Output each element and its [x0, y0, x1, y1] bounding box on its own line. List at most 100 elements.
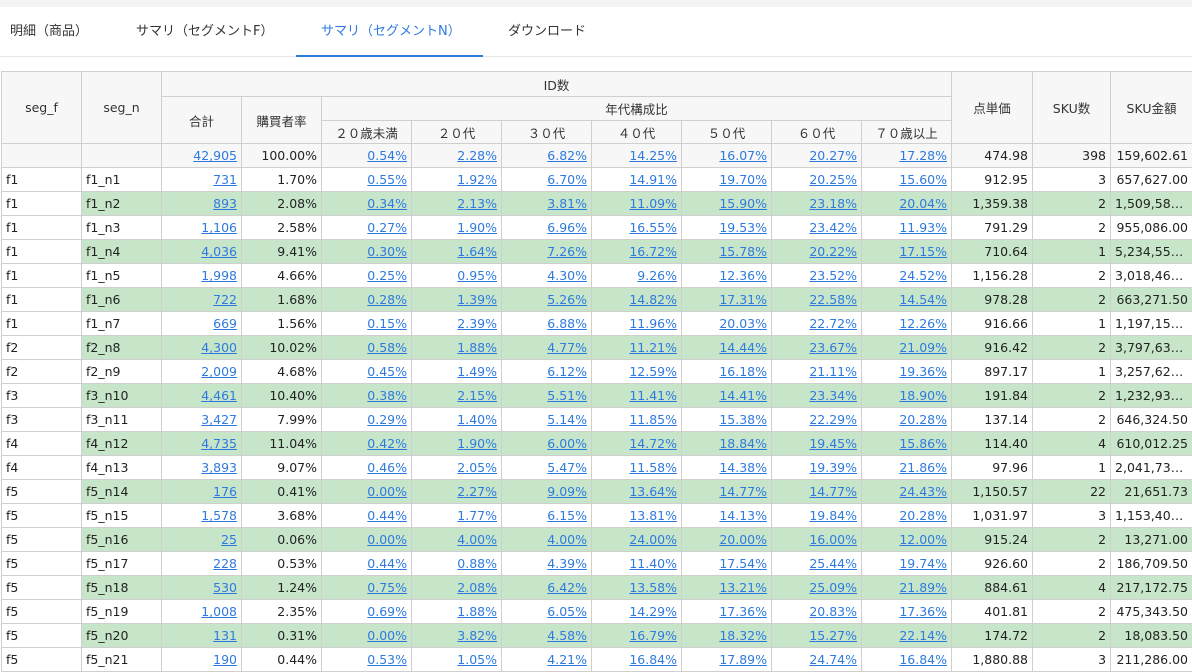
cell-age-4-link[interactable]: 17.89%	[719, 652, 767, 667]
cell-age-5-link[interactable]: 20.83%	[809, 604, 857, 619]
cell-age-2-link[interactable]: 6.12%	[547, 364, 587, 379]
cell-age-4-link[interactable]: 16.18%	[719, 364, 767, 379]
cell-age-4-link[interactable]: 16.07%	[719, 148, 767, 163]
cell-total-link[interactable]: 3,427	[201, 412, 237, 427]
cell-age-6-link[interactable]: 20.04%	[899, 196, 947, 211]
cell-total-link[interactable]: 2,009	[201, 364, 237, 379]
cell-age-5-link[interactable]: 15.27%	[809, 628, 857, 643]
cell-age-1-link[interactable]: 1.88%	[457, 340, 497, 355]
cell-age-5-link[interactable]: 23.18%	[809, 196, 857, 211]
header-total[interactable]: 合計	[162, 97, 242, 144]
cell-age-2-link[interactable]: 6.88%	[547, 316, 587, 331]
cell-age-4-link[interactable]: 17.54%	[719, 556, 767, 571]
cell-total-link[interactable]: 893	[213, 196, 237, 211]
cell-age-1-link[interactable]: 2.28%	[457, 148, 497, 163]
cell-age-2-link[interactable]: 6.00%	[547, 436, 587, 451]
cell-age-2-link[interactable]: 9.09%	[547, 484, 587, 499]
cell-age-0-link[interactable]: 0.30%	[367, 244, 407, 259]
cell-age-4-link[interactable]: 17.36%	[719, 604, 767, 619]
cell-age-4-link[interactable]: 15.78%	[719, 244, 767, 259]
cell-age-0-link[interactable]: 0.27%	[367, 220, 407, 235]
cell-age-1-link[interactable]: 2.15%	[457, 388, 497, 403]
cell-age-6-link[interactable]: 15.86%	[899, 436, 947, 451]
cell-age-4-link[interactable]: 17.31%	[719, 292, 767, 307]
cell-age-6-link[interactable]: 12.00%	[899, 532, 947, 547]
cell-age-3-link[interactable]: 11.41%	[629, 388, 677, 403]
cell-total-link[interactable]: 669	[213, 316, 237, 331]
cell-age-2-link[interactable]: 5.14%	[547, 412, 587, 427]
cell-age-2-link[interactable]: 4.58%	[547, 628, 587, 643]
header-age-5[interactable]: ６０代	[772, 121, 862, 144]
cell-age-1-link[interactable]: 0.88%	[457, 556, 497, 571]
cell-age-2-link[interactable]: 4.39%	[547, 556, 587, 571]
cell-age-0-link[interactable]: 0.00%	[367, 484, 407, 499]
cell-total-link[interactable]: 1,998	[201, 268, 237, 283]
cell-age-4-link[interactable]: 18.84%	[719, 436, 767, 451]
cell-age-2-link[interactable]: 4.30%	[547, 268, 587, 283]
cell-total-link[interactable]: 722	[213, 292, 237, 307]
cell-age-0-link[interactable]: 0.55%	[367, 172, 407, 187]
cell-age-3-link[interactable]: 11.09%	[629, 196, 677, 211]
cell-age-1-link[interactable]: 1.49%	[457, 364, 497, 379]
cell-age-4-link[interactable]: 15.90%	[719, 196, 767, 211]
cell-age-6-link[interactable]: 14.54%	[899, 292, 947, 307]
cell-age-5-link[interactable]: 23.52%	[809, 268, 857, 283]
cell-age-0-link[interactable]: 0.34%	[367, 196, 407, 211]
cell-age-0-link[interactable]: 0.75%	[367, 580, 407, 595]
cell-age-0-link[interactable]: 0.58%	[367, 340, 407, 355]
cell-total-link[interactable]: 731	[213, 172, 237, 187]
cell-age-0-link[interactable]: 0.25%	[367, 268, 407, 283]
cell-age-3-link[interactable]: 11.85%	[629, 412, 677, 427]
cell-age-0-link[interactable]: 0.44%	[367, 556, 407, 571]
cell-age-5-link[interactable]: 20.27%	[809, 148, 857, 163]
cell-total-link[interactable]: 3,893	[201, 460, 237, 475]
tab-summary-segment-f[interactable]: サマリ（セグメントF）	[136, 7, 273, 56]
cell-age-5-link[interactable]: 23.42%	[809, 220, 857, 235]
cell-age-1-link[interactable]: 2.13%	[457, 196, 497, 211]
cell-age-6-link[interactable]: 11.93%	[899, 220, 947, 235]
cell-age-1-link[interactable]: 3.82%	[457, 628, 497, 643]
cell-age-1-link[interactable]: 2.05%	[457, 460, 497, 475]
cell-age-0-link[interactable]: 0.28%	[367, 292, 407, 307]
cell-age-2-link[interactable]: 6.42%	[547, 580, 587, 595]
cell-age-4-link[interactable]: 14.44%	[719, 340, 767, 355]
cell-age-3-link[interactable]: 11.58%	[629, 460, 677, 475]
cell-age-5-link[interactable]: 23.67%	[809, 340, 857, 355]
tab-summary-segment-n[interactable]: サマリ（セグメントN）	[321, 7, 461, 56]
cell-age-6-link[interactable]: 19.74%	[899, 556, 947, 571]
cell-total-link[interactable]: 228	[213, 556, 237, 571]
cell-total-link[interactable]: 4,300	[201, 340, 237, 355]
cell-age-5-link[interactable]: 25.44%	[809, 556, 857, 571]
cell-age-5-link[interactable]: 19.39%	[809, 460, 857, 475]
cell-age-3-link[interactable]: 9.26%	[637, 268, 677, 283]
cell-age-4-link[interactable]: 14.41%	[719, 388, 767, 403]
header-sku-count[interactable]: SKU数	[1033, 72, 1111, 144]
cell-age-3-link[interactable]: 16.72%	[629, 244, 677, 259]
cell-total-link[interactable]: 530	[213, 580, 237, 595]
cell-age-2-link[interactable]: 7.26%	[547, 244, 587, 259]
cell-age-6-link[interactable]: 16.84%	[899, 652, 947, 667]
cell-total-link[interactable]: 190	[213, 652, 237, 667]
header-age-1[interactable]: ２０代	[412, 121, 502, 144]
cell-total-link[interactable]: 131	[213, 628, 237, 643]
cell-age-3-link[interactable]: 14.25%	[629, 148, 677, 163]
cell-age-2-link[interactable]: 5.26%	[547, 292, 587, 307]
cell-total-link[interactable]: 25	[221, 532, 237, 547]
cell-age-6-link[interactable]: 20.28%	[899, 412, 947, 427]
cell-age-3-link[interactable]: 13.81%	[629, 508, 677, 523]
header-age-4[interactable]: ５０代	[682, 121, 772, 144]
header-unit-price[interactable]: 点単価	[952, 72, 1033, 144]
cell-age-1-link[interactable]: 1.92%	[457, 172, 497, 187]
cell-age-5-link[interactable]: 22.58%	[809, 292, 857, 307]
cell-age-2-link[interactable]: 4.77%	[547, 340, 587, 355]
cell-age-3-link[interactable]: 13.64%	[629, 484, 677, 499]
cell-age-4-link[interactable]: 20.00%	[719, 532, 767, 547]
cell-age-2-link[interactable]: 6.82%	[547, 148, 587, 163]
cell-age-6-link[interactable]: 18.90%	[899, 388, 947, 403]
cell-age-5-link[interactable]: 20.25%	[809, 172, 857, 187]
cell-age-2-link[interactable]: 5.51%	[547, 388, 587, 403]
cell-age-1-link[interactable]: 0.95%	[457, 268, 497, 283]
cell-age-5-link[interactable]: 14.77%	[809, 484, 857, 499]
cell-age-4-link[interactable]: 12.36%	[719, 268, 767, 283]
cell-age-3-link[interactable]: 14.72%	[629, 436, 677, 451]
